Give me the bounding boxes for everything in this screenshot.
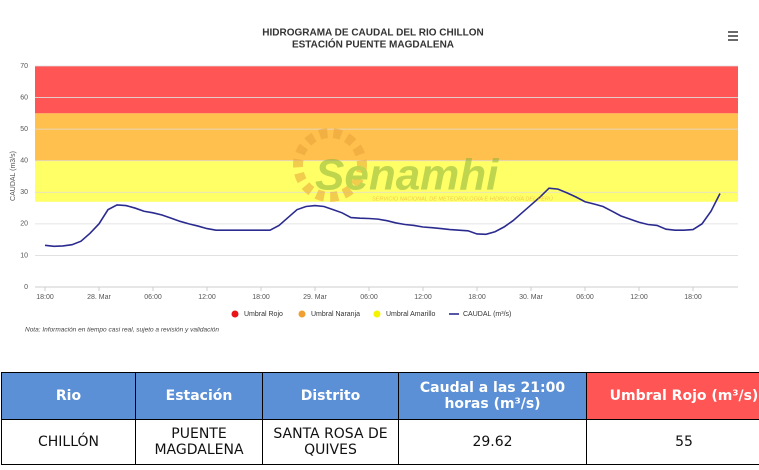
x-tick-label: 28. Mar [87,294,111,301]
y-tick-label: 30 [20,189,28,196]
y-axis-label: CAUDAL (m3/s) [10,151,17,201]
watermark-text: Senamhi [315,151,499,200]
y-tick-label: 60 [20,94,28,101]
table-cell: 29.62 [398,419,587,465]
threshold-band [35,113,738,161]
x-tick-label: 30. Mar [519,294,543,301]
legend-symbol [231,310,239,318]
chart-subtitle: ESTACIÓN PUENTE MAGDALENA [292,38,454,51]
x-tick-label: 06:00 [144,294,162,301]
header-cell: Caudal a las 21:00 horas (m³/s) [398,372,587,420]
table-row: CHILLÓN PUENTE MAGDALENA SANTA ROSA DE QUI… [1,419,759,465]
x-tick-label: 18:00 [684,294,702,301]
threshold-band [35,66,738,114]
legend-symbol [298,310,306,318]
x-tick-label: 12:00 [198,294,216,301]
y-tick-label: 50 [20,126,28,133]
y-tick-label: 40 [20,158,28,165]
table-header: Rio Estación Distrito Caudal a las 21:00 ho… [1,372,759,420]
note: Nota: Información en tiempo casi real, s… [25,327,219,334]
y-tick-label: 0 [24,284,28,291]
y-tick-label: 10 [20,252,28,259]
header-cell: Distrito [262,372,399,420]
header-cell: Umbral Rojo (m³/s) [586,372,759,420]
x-tick-label: 18:00 [468,294,486,301]
legend-symbol [373,310,381,318]
x-tick-label: 18:00 [252,294,270,301]
chart-title: HIDROGRAMA DE CAUDAL DEL RIO CHILLON [262,28,483,39]
table-cell: SANTA ROSA DE QUIVES [262,419,399,465]
menu-icon[interactable] [728,31,738,41]
x-tick-label: 29. Mar [303,294,327,301]
x-tick-label: 06:00 [576,294,594,301]
x-tick-label: 06:00 [360,294,378,301]
watermark: Senamhi SERVICIO NACIONAL DE METEOROLOGÍ… [293,128,553,202]
header-cell: Estación [135,372,263,420]
y-tick-label: 70 [20,63,28,70]
legend-label: CAUDAL (m³/s) [463,311,511,318]
legend-label: Umbral Naranja [311,311,360,318]
x-tick-label: 12:00 [414,294,432,301]
watermark-subtitle: SERVICIO NACIONAL DE METEOROLOGÍA E HIDR… [372,195,553,202]
table: Rio Estación Distrito Caudal a las 21:00 ho… [1,372,759,465]
header-cell: Rio [1,372,136,420]
legend-label: Umbral Amarillo [386,311,436,318]
x-tick-label: 18:00 [36,294,54,301]
chart: HIDROGRAMA DE CAUDAL DEL RIO CHILLON EST… [10,28,738,334]
data-line [44,187,721,248]
x-tick-label: 12:00 [630,294,648,301]
table-cell: PUENTE MAGDALENA [135,419,263,465]
legend-label: Umbral Rojo [244,311,283,318]
table-cell: CHILLÓN [1,419,136,465]
table-cell: 55 [586,419,759,465]
threshold-band [35,160,738,202]
y-tick-label: 20 [20,221,28,228]
